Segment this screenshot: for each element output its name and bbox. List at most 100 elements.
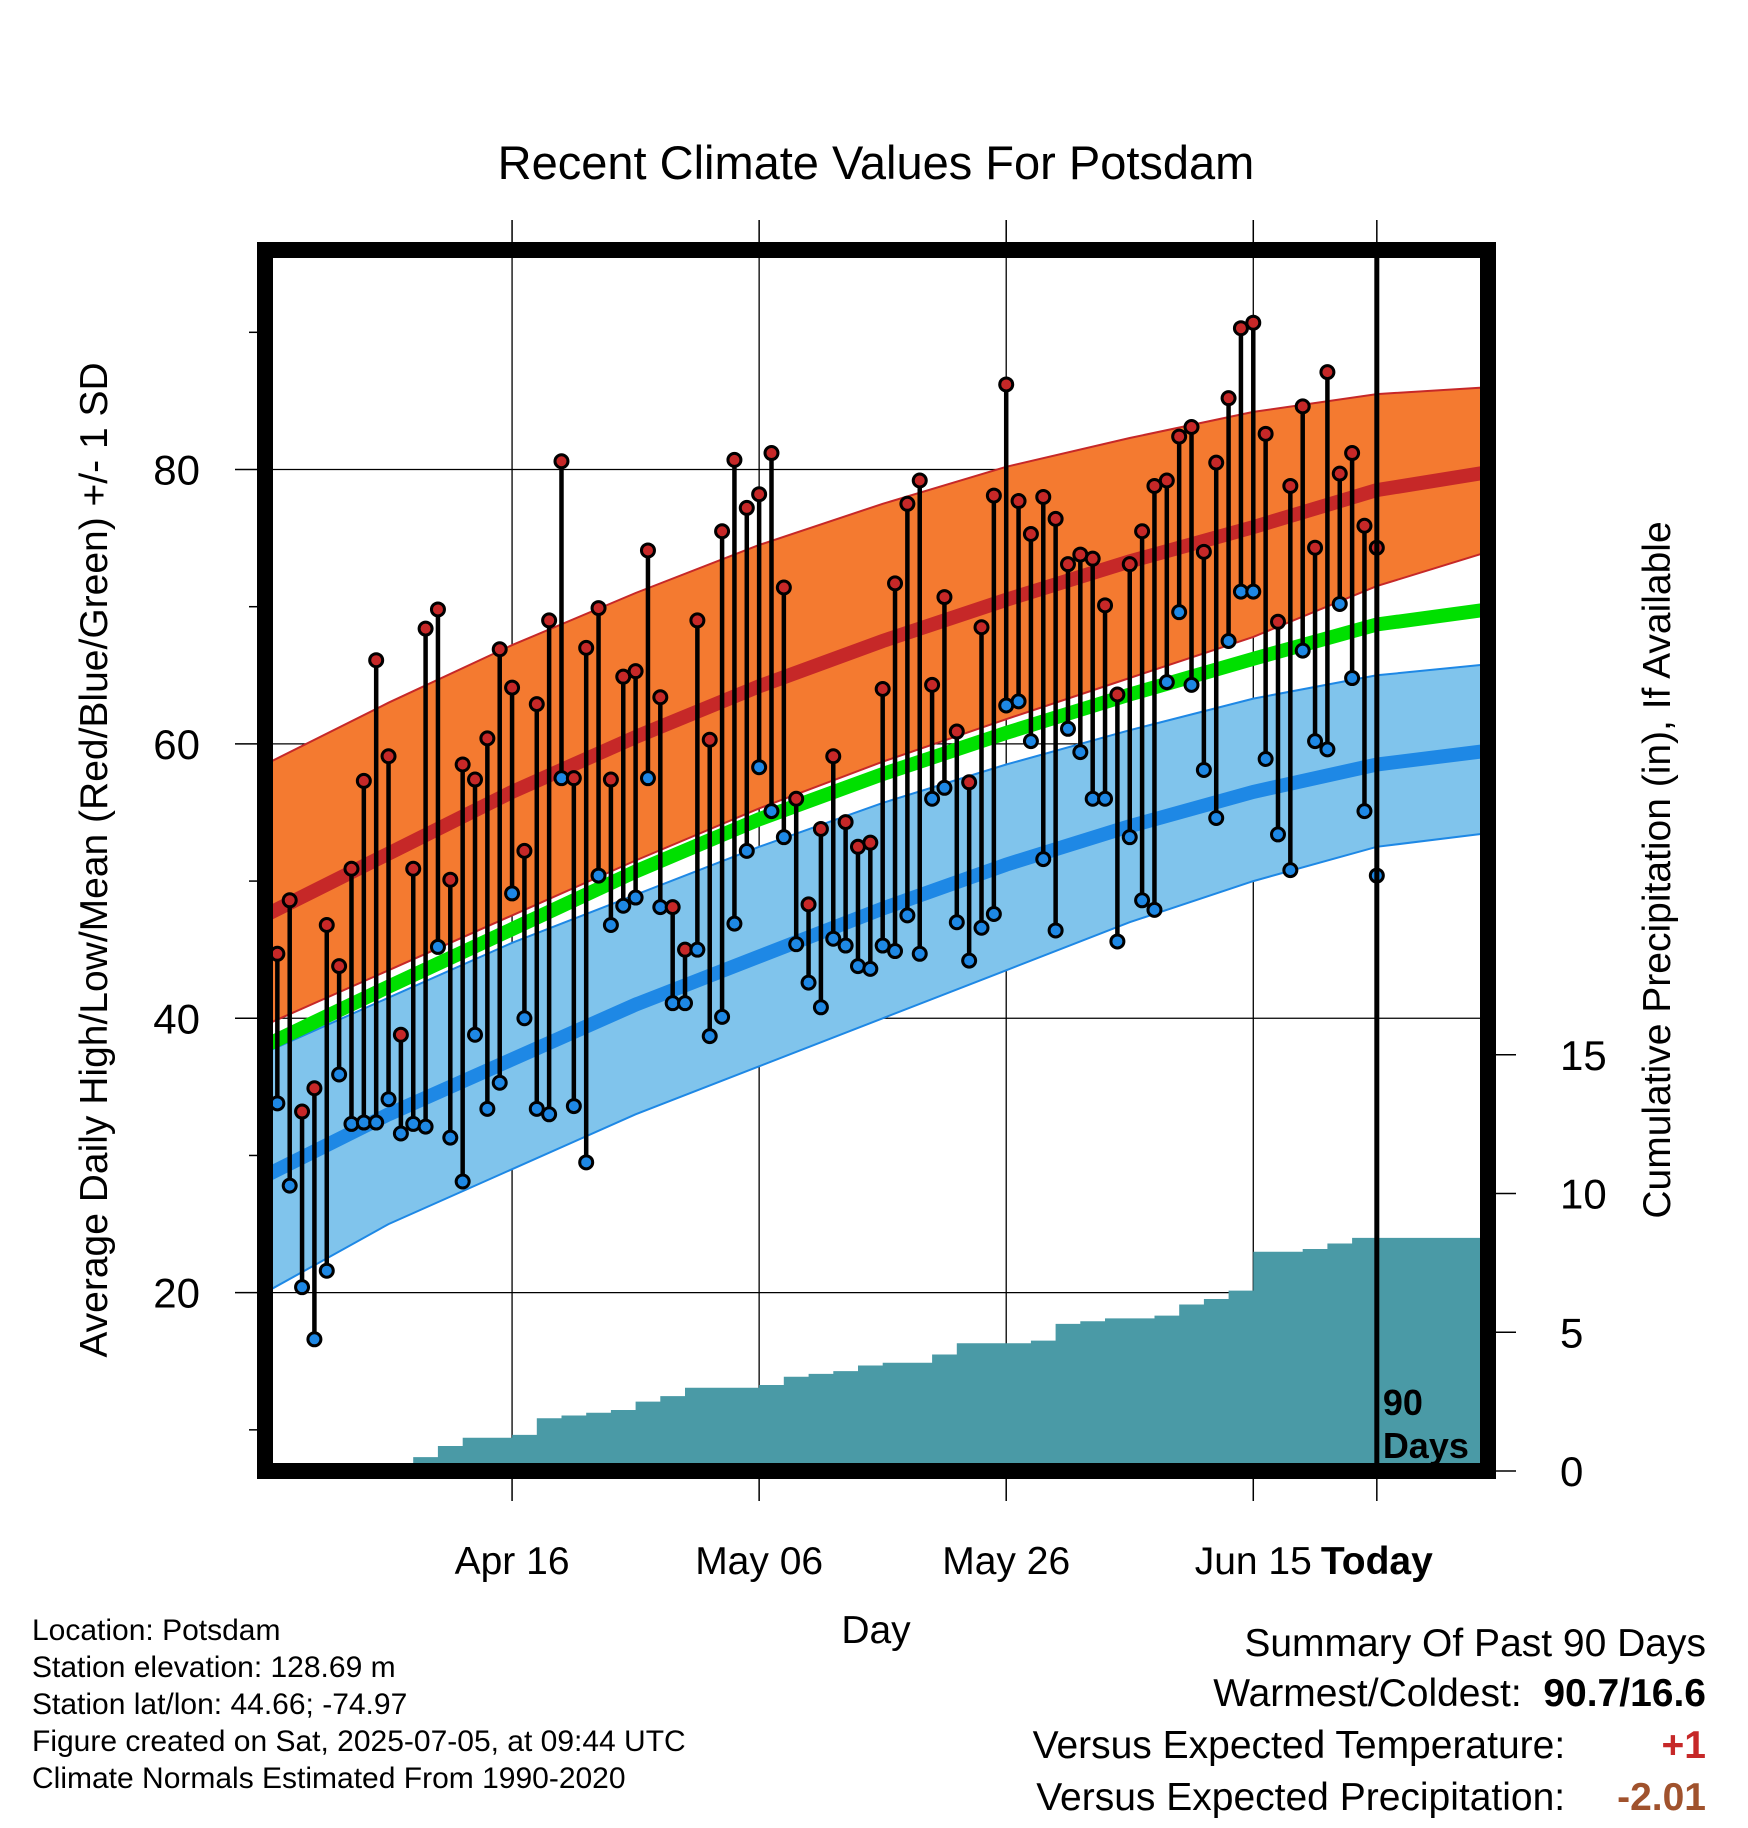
low-point (1047, 922, 1064, 939)
low-point (985, 906, 1002, 923)
low-point (294, 1279, 311, 1296)
high-point (726, 451, 743, 468)
normal-high-line (265, 465, 1488, 922)
low-point (639, 770, 656, 787)
y2-tick-label: 15 (1560, 1032, 1607, 1079)
high-point (331, 958, 348, 975)
high-point (738, 499, 755, 516)
summary-warmest-coldest: Warmest/Coldest: 90.7/16.6 (1213, 1672, 1706, 1716)
low-point (1282, 862, 1299, 879)
high-point (1059, 556, 1076, 573)
high-point (1307, 539, 1324, 556)
low-point (911, 945, 928, 962)
normals-text: Climate Normals Estimated From 1990-2020 (32, 1762, 626, 1795)
high-point (1232, 320, 1249, 337)
high-point (318, 916, 335, 933)
high-point (714, 523, 731, 540)
low-point (504, 885, 521, 902)
low-sd-band (265, 663, 1488, 1294)
y-tick-label: 80 (153, 447, 200, 494)
y2-axis-label: Cumulative Precipitation (in), If Availa… (1636, 521, 1679, 1218)
low-point (442, 1129, 459, 1146)
high-point (553, 453, 570, 470)
summary-temp: Versus Expected Temperature: +1 (1033, 1724, 1706, 1768)
low-point (1220, 632, 1237, 649)
high-point (368, 652, 385, 669)
low-point (1245, 583, 1262, 600)
warmest-coldest-label: Warmest/Coldest: (1213, 1672, 1522, 1715)
low-point (899, 907, 916, 924)
high-point (639, 542, 656, 559)
high-point (1269, 613, 1286, 630)
high-point (541, 612, 558, 629)
low-point (714, 1008, 731, 1025)
high-point (1035, 488, 1052, 505)
precip-value: -2.01 (1617, 1776, 1706, 1819)
temp-value: +1 (1661, 1724, 1706, 1767)
high-point (1171, 428, 1188, 445)
high-point (763, 445, 780, 462)
y-tick-label: 60 (153, 721, 200, 768)
y-tick-label: 20 (153, 1270, 200, 1317)
high-point (590, 600, 607, 617)
location-text: Location: Potsdam (32, 1614, 281, 1647)
high-point (1208, 454, 1225, 471)
low-point (516, 1010, 533, 1027)
high-point (343, 860, 360, 877)
today-days-number: 90 (1383, 1382, 1423, 1423)
low-point (1294, 642, 1311, 659)
high-point (652, 689, 669, 706)
x-tick-label: Apr 16 (455, 1540, 570, 1583)
high-point (800, 896, 817, 913)
low-point (541, 1106, 558, 1123)
low-point (973, 919, 990, 936)
y2-tick-label: 5 (1560, 1309, 1583, 1356)
low-point (615, 897, 632, 914)
low-point (1195, 761, 1212, 778)
low-point (751, 759, 768, 776)
summary-precip: Versus Expected Precipitation: -2.01 (1036, 1776, 1706, 1820)
low-point (849, 958, 866, 975)
high-point (1097, 597, 1114, 614)
high-point (1084, 550, 1101, 567)
high-point (985, 487, 1002, 504)
low-point (380, 1091, 397, 1108)
precipitation-area (265, 1237, 1488, 1471)
high-point (1344, 445, 1361, 462)
low-point (528, 1100, 545, 1117)
low-point (467, 1026, 484, 1043)
daily-bars (269, 314, 1385, 1348)
high-point (1245, 314, 1262, 331)
low-point (602, 916, 619, 933)
high-point (1109, 686, 1126, 703)
low-point (1319, 741, 1336, 758)
low-point (1331, 595, 1348, 612)
high-point (454, 756, 471, 773)
high-point (812, 820, 829, 837)
low-point (1344, 670, 1361, 687)
low-point (1109, 933, 1126, 950)
low-point (677, 995, 694, 1012)
low-point (1121, 829, 1138, 846)
x-tick-label: May 26 (942, 1540, 1070, 1583)
low-point (1035, 851, 1052, 868)
high-point (306, 1080, 323, 1097)
low-point (887, 943, 904, 960)
high-point (973, 619, 990, 636)
precip-label: Versus Expected Precipitation: (1036, 1776, 1566, 1819)
high-point (578, 639, 595, 656)
low-point (788, 936, 805, 953)
high-point (1294, 398, 1311, 415)
low-point (590, 867, 607, 884)
low-point (961, 952, 978, 969)
low-point (405, 1115, 422, 1132)
high-point (825, 748, 842, 765)
low-point (800, 974, 817, 991)
elevation-text: Station elevation: 128.69 m (32, 1651, 396, 1684)
temp-label: Versus Expected Temperature: (1032, 1724, 1566, 1767)
low-point (417, 1118, 434, 1135)
station-info: Location: Potsdam Station elevation: 128… (32, 1612, 686, 1797)
x-tick-label: Today (1321, 1540, 1433, 1583)
high-point (911, 472, 928, 489)
